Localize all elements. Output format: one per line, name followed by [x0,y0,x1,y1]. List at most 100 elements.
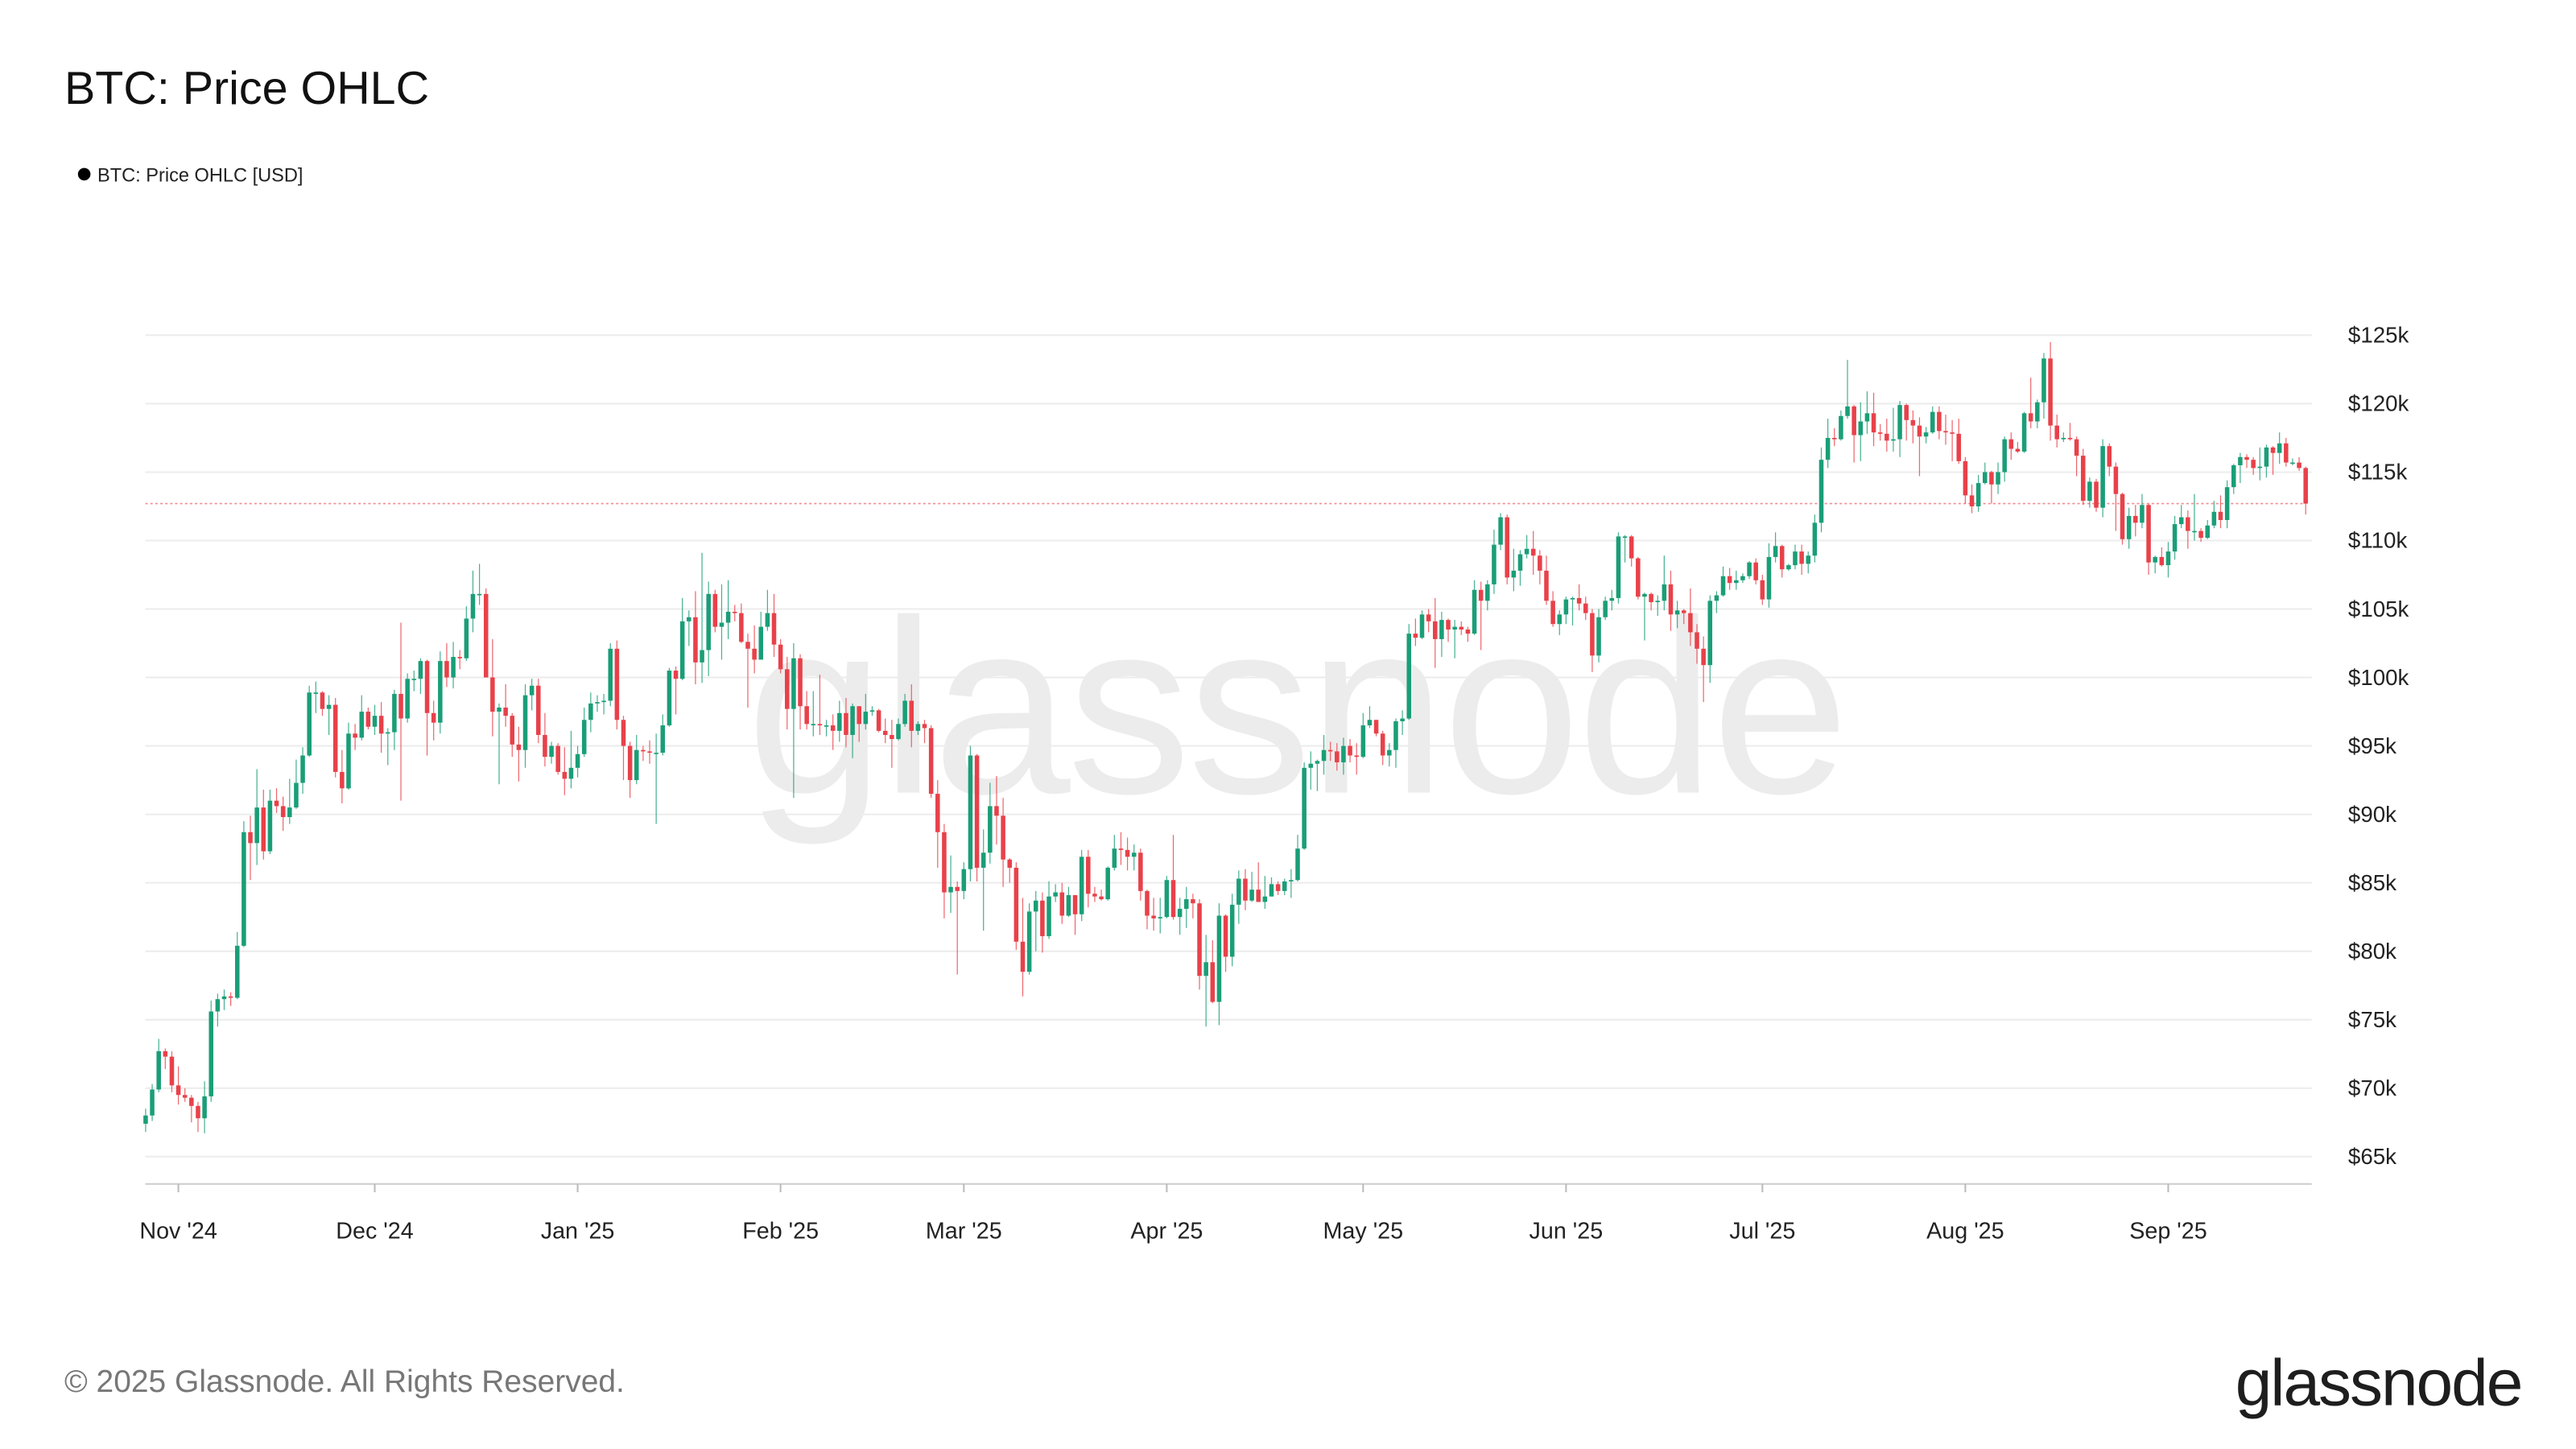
candle-body [687,617,691,621]
candle-body [588,703,593,720]
candle-body [1118,848,1124,850]
candle-body [817,724,823,726]
candle-body [1229,904,1235,957]
candle-body [1249,890,1254,901]
candle-body [1897,405,1902,440]
candle-body [850,706,855,735]
candle-body [581,720,587,754]
candle-body [902,700,907,724]
candle-body [1603,601,1608,617]
candle-body [2140,505,2145,523]
candle-body [942,832,947,893]
candle-body [621,720,626,746]
candle-body [398,693,403,719]
y-tick-label: $85k [2348,870,2396,895]
candle-body [1164,880,1170,918]
candle-body [1092,894,1097,897]
candle-body [1649,593,1653,603]
candle-body [1943,431,1948,433]
candle-body [1720,576,1726,596]
candle-body [641,749,646,752]
candle-body [824,725,829,727]
y-tick-label: $95k [2348,733,2396,758]
candle-body [267,800,273,852]
candle-body [2146,505,2151,563]
watermark: glassnode [746,569,1846,847]
candle-body [2035,402,2040,422]
candle-body [974,755,980,868]
candle-body [1308,763,1314,768]
y-tick-label: $115k [2348,460,2408,485]
candle-body [1996,472,2000,485]
candle-body [1917,425,1922,437]
candle-body [1858,421,1864,436]
candle-body [1393,720,1398,750]
candle-body [1105,867,1110,900]
candle-body [2054,425,2059,440]
candle-body [378,716,384,734]
candle-body [1681,610,1686,613]
candle-body [1655,601,1660,603]
candle-body [1033,900,1038,912]
candle-body [431,712,436,723]
candle-body [745,642,750,649]
candle-body [1701,648,1706,666]
candle-body [1053,892,1058,897]
candle-body [1576,597,1582,604]
candle-body [1818,460,1824,523]
candle-body [1831,437,1837,440]
footer: © 2025 Glassnode. All Rights Reserved. [64,1364,625,1399]
y-tick-label: $65k [2348,1144,2396,1169]
candle-body [1910,419,1916,426]
candle-body [1885,433,1889,441]
candle-body [1727,576,1732,584]
candle-body [182,1095,188,1098]
candle-body [411,679,417,680]
candle-body [1170,880,1176,918]
candle-body [2100,446,2105,508]
candle-body [1131,852,1137,857]
candle-body [608,648,613,701]
plot-area: $65k $70k $75k $80k $85k $90k $95k $100k $105k $1… [139,323,2409,1245]
candle-body [228,996,233,998]
candle-body [869,710,875,712]
candle-body [1609,597,1615,601]
candle-body [2067,437,2073,440]
candle-body [1419,614,1425,638]
candle-body [2048,358,2053,426]
candle-body [1275,884,1281,891]
candle-body [1289,880,1294,881]
candle-body [2178,517,2184,525]
candle-body [732,611,737,613]
candle-body [2165,551,2171,566]
candle-body [1203,962,1208,976]
candle-body [1839,415,1843,440]
candle-body [601,700,606,703]
candle-body [2198,530,2203,539]
candle-body [1001,815,1005,860]
y-tick-label: $75k [2348,1007,2396,1032]
candle-body [1636,558,1641,597]
candle-body [627,745,633,781]
candle-body [372,716,378,727]
candle-body [1740,576,1745,580]
candle-body [2120,493,2125,539]
y-tick-label: $80k [2348,939,2396,964]
candle-body [647,751,652,753]
candle-body [340,771,345,789]
candle-body [1747,562,1752,576]
candle-body [150,1089,155,1116]
candle-body [994,806,999,816]
candle-body [1223,915,1228,957]
candle-body [438,661,443,723]
candle-body [785,669,790,709]
candle-body [1766,556,1772,600]
candle-body [1478,589,1484,601]
candle-body [2211,511,2217,526]
candle-body [595,702,600,704]
candle-body [2270,447,2276,453]
candle-body [811,724,816,726]
candle-body [1184,899,1189,909]
y-tick-label: $110k [2348,528,2408,553]
